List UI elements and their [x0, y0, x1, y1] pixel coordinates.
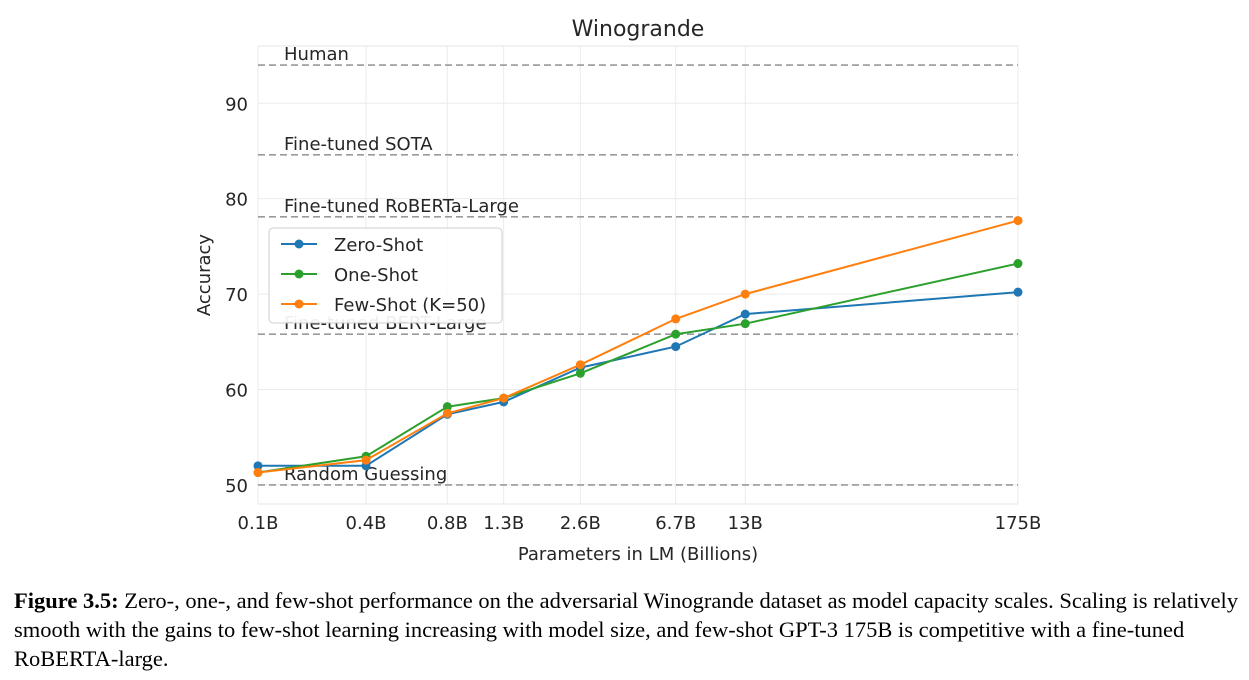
x-axis-label: Parameters in LM (Billions) — [518, 544, 758, 565]
y-tick-label: 50 — [225, 476, 248, 497]
y-tick-label: 80 — [225, 190, 248, 211]
x-tick-label: 2.6B — [560, 513, 601, 534]
reference-line-label: Human — [284, 44, 349, 65]
winogrande-chart: Winogrande Human Fine-tuned SOTA Fine-tune… — [194, 17, 1041, 565]
x-tick-label: 6.7B — [655, 513, 696, 534]
data-point — [575, 360, 585, 370]
series-lines — [253, 216, 1023, 478]
x-tick-label: 0.4B — [346, 513, 387, 534]
legend-label: One-Shot — [334, 265, 418, 286]
x-tick-label: 1.3B — [483, 513, 524, 534]
reference-line-label: Random Guessing — [284, 464, 447, 485]
data-point — [671, 314, 681, 324]
series-line — [257, 219, 1019, 474]
axes: 50 60 70 80 90 0.1B 0.4B 0.8B 1.3B 2.6B 6.7B 13B 175… — [225, 94, 1041, 534]
data-point — [740, 289, 750, 299]
data-point — [361, 455, 371, 465]
data-point — [671, 342, 681, 352]
x-tick-label: 0.8B — [427, 513, 468, 534]
data-point — [253, 468, 263, 478]
reference-line-label: Fine-tuned RoBERTa-Large — [284, 196, 519, 217]
x-tick-label: 13B — [728, 513, 763, 534]
x-tick-label: 0.1B — [238, 513, 279, 534]
series-line — [257, 262, 1019, 474]
data-point — [1013, 216, 1023, 226]
legend-label: Few-Shot (K=50) — [334, 295, 486, 316]
data-point — [442, 408, 452, 418]
y-tick-label: 60 — [225, 381, 248, 402]
legend-marker — [294, 299, 304, 309]
data-point — [575, 368, 585, 378]
data-point — [1013, 259, 1023, 269]
figure-caption: Figure 3.5: Zero-, one-, and few-shot pe… — [14, 586, 1239, 673]
reference-lines: Human Fine-tuned SOTA Fine-tuned RoBERTa-L… — [258, 44, 1018, 486]
chart-title: Winogrande — [572, 17, 705, 42]
data-point — [740, 319, 750, 329]
y-tick-label: 90 — [225, 94, 248, 115]
reference-line-label: Fine-tuned SOTA — [284, 134, 433, 155]
x-tick-label: 175B — [995, 513, 1042, 534]
y-tick-label: 70 — [225, 285, 248, 306]
legend: Zero-Shot One-Shot Few-Shot (K=50) — [268, 227, 503, 324]
data-point — [442, 402, 452, 412]
y-axis-label: Accuracy — [194, 234, 215, 317]
data-point — [671, 329, 681, 339]
caption-text: Zero-, one-, and few-shot performance on… — [14, 588, 1239, 671]
data-point — [253, 461, 263, 471]
legend-marker — [294, 269, 304, 279]
legend-marker — [294, 239, 304, 249]
caption-label: Figure 3.5: — [14, 588, 119, 613]
data-point — [740, 309, 750, 319]
data-point — [1013, 287, 1023, 297]
legend-label: Zero-Shot — [334, 235, 423, 256]
data-point — [499, 393, 509, 403]
legend-box — [268, 227, 503, 324]
